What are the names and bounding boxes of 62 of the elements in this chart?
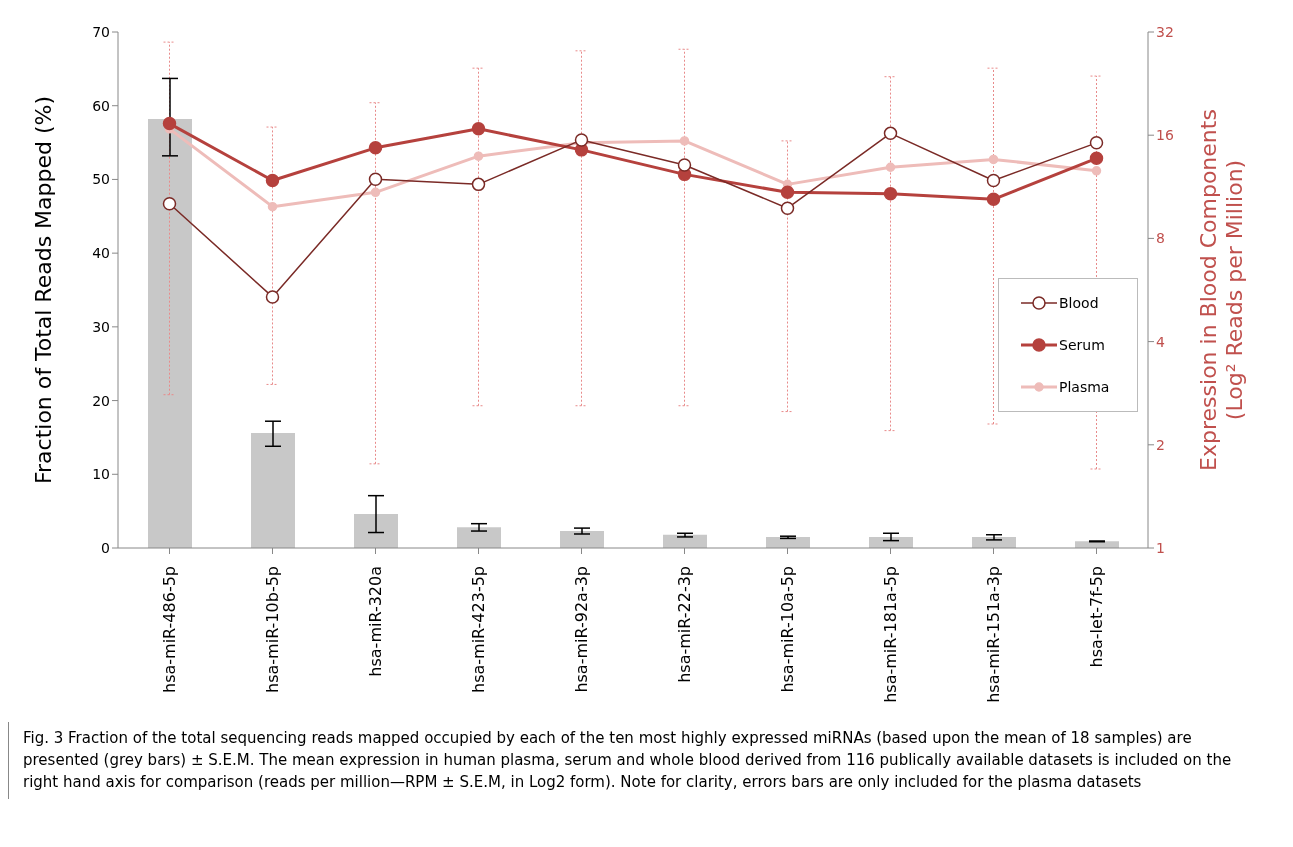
legend-label: Blood: [1059, 295, 1099, 311]
caption: Fig. 3 Fraction of the total sequencing reads mapped occupied by each of the ten most highly expressed miRNAs (based upon the mean of 18 samples) are presented (grey bars) ± S.E.M. The mean expression in human plasma, serum and whole blood derived from 116 publically available datasets is included on the right hand axis for comparison (reads per million—RPM ± S.E.M, in Log2 form). Note for clarity, errors bars are only included for the plasma datasets: [8, 722, 1278, 800]
y2-axis-title: Expression in Blood Components (Log² Reads per Million): [1196, 109, 1247, 471]
x-tick-label: hsa-miR-151a-3p: [984, 566, 1003, 703]
x-tick-label: hsa-miR-181a-5p: [881, 566, 900, 703]
x-tick-label: hsa-miR-423-5p: [469, 566, 488, 693]
bar: [869, 536, 913, 548]
point: [471, 122, 486, 136]
point: [677, 158, 692, 172]
bar: [457, 527, 501, 548]
point: [265, 290, 280, 304]
legend-label: Serum: [1059, 337, 1105, 353]
bar: [560, 531, 604, 548]
point: [885, 162, 896, 173]
point: [574, 133, 589, 147]
y-tick-label: 10: [92, 466, 110, 483]
y-tick-label: 70: [92, 23, 110, 40]
point: [883, 126, 898, 141]
y2-tick-label: 4: [1156, 333, 1165, 350]
y-tick-label: 0: [101, 539, 110, 556]
point: [368, 172, 383, 187]
point: [1089, 151, 1104, 166]
point: [1091, 166, 1102, 176]
point: [162, 116, 177, 131]
point: [473, 151, 484, 161]
bar: [354, 514, 398, 548]
bar: [251, 433, 295, 548]
y-tick-label: 30: [92, 318, 110, 335]
x-tick-label: hsa-miR-22-3p: [675, 566, 694, 683]
point: [368, 141, 383, 155]
y2-tick-label: 32: [1156, 23, 1174, 40]
x-tick-label: hsa-miR-486-5p: [160, 566, 179, 693]
point: [883, 186, 898, 201]
x-tick-label: hsa-miR-10a-5p: [778, 566, 797, 693]
y-axis-title: Fraction of Total Reads Mapped (%): [30, 95, 56, 485]
y-tick-label: 40: [92, 245, 110, 262]
y2-tick-label: 1: [1156, 539, 1165, 556]
point: [471, 177, 486, 192]
x-tick-label: hsa-let-7f-5p: [1087, 566, 1106, 668]
point: [986, 192, 1001, 207]
y2-tick-label: 2: [1156, 436, 1165, 453]
y2-tick-label: 8: [1156, 230, 1165, 247]
point: [988, 154, 999, 165]
y-tick-label: 20: [92, 392, 110, 409]
point: [780, 185, 795, 200]
bar: [766, 536, 810, 548]
y-tick-label: 50: [92, 171, 110, 188]
y2-tick-label: 16: [1156, 127, 1174, 144]
point: [162, 196, 177, 211]
legend-label: Plasma: [1059, 379, 1110, 395]
point: [265, 173, 280, 188]
point: [780, 201, 795, 215]
point: [267, 201, 278, 212]
point: [1089, 136, 1104, 150]
point: [986, 173, 1001, 188]
bar: [148, 118, 192, 548]
point: [679, 136, 690, 146]
x-tick-label: hsa-miR-320a: [366, 566, 385, 677]
point: [370, 187, 381, 198]
x-tick-label: hsa-miR-92a-3p: [572, 566, 591, 693]
x-tick-label: hsa-miR-10b-5p: [263, 566, 282, 693]
y-tick-label: 60: [92, 97, 110, 114]
